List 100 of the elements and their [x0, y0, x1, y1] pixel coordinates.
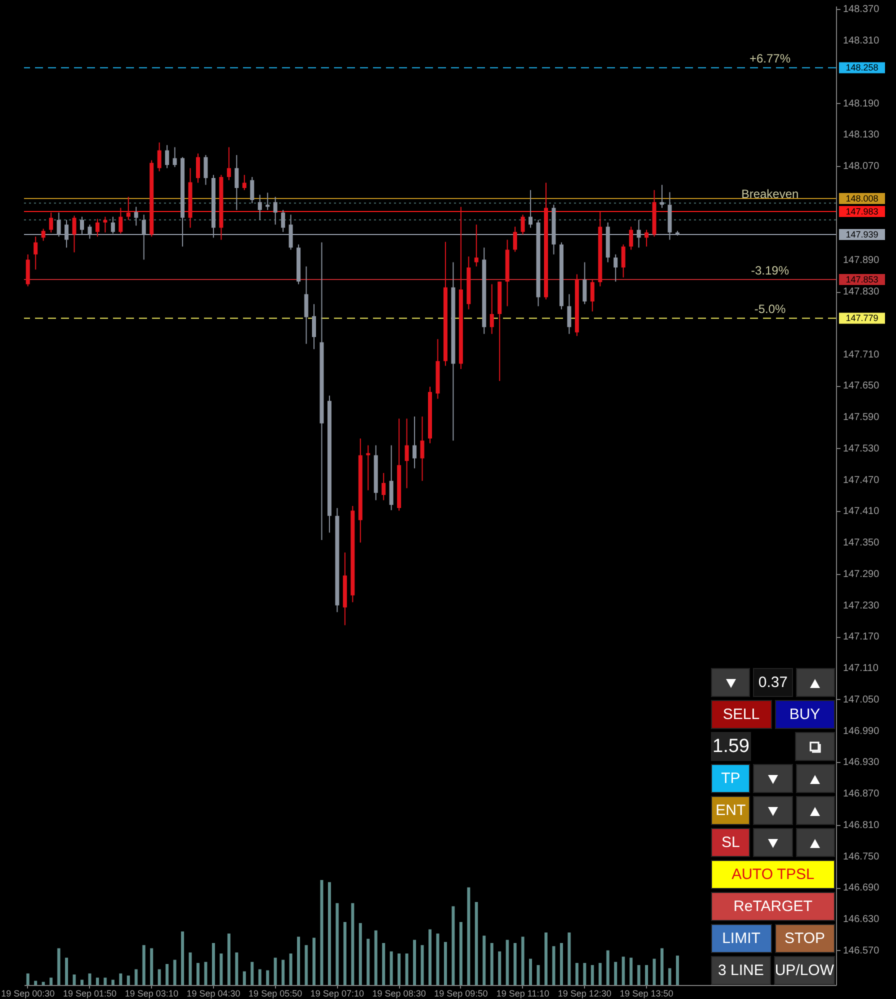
- y-tick-label: 147.650: [843, 380, 880, 392]
- bar: [304, 945, 308, 985]
- bar: [166, 964, 169, 985]
- y-tick-label: 146.690: [843, 882, 880, 894]
- bar: [452, 906, 455, 985]
- candlestick: [590, 279, 594, 312]
- button: SELL: [711, 700, 772, 729]
- bar: [676, 956, 679, 985]
- candlestick: [142, 214, 146, 260]
- bar: [474, 902, 478, 985]
- bar: [459, 922, 462, 985]
- bar: [188, 952, 192, 985]
- y-tick-label: 146.570: [843, 945, 880, 956]
- x-tick-label: 19 Sep 09:50: [434, 988, 488, 998]
- bar: [544, 932, 548, 985]
- button: 0.37: [753, 668, 793, 697]
- candlestick: [660, 184, 664, 208]
- bar: [242, 971, 246, 985]
- y-tick-label: 146.990: [843, 726, 880, 737]
- bar: [467, 887, 470, 985]
- candlestick: [226, 146, 231, 181]
- bar: [536, 965, 540, 985]
- bar: [158, 969, 161, 985]
- candlestick: [80, 216, 84, 236]
- bar: [575, 962, 578, 985]
- ref-line-label: 147.853: [846, 274, 878, 285]
- candlestick: [304, 266, 308, 344]
- candlestick: [382, 472, 386, 501]
- x-tick-label: 19 Sep 07:10: [310, 988, 364, 998]
- candlestick: [157, 142, 162, 172]
- bar: [490, 943, 494, 985]
- bar: [289, 954, 292, 985]
- ref-line-label: 147.779: [846, 313, 878, 324]
- candlestick: [172, 146, 177, 168]
- bar: [420, 945, 424, 985]
- candlestick: [49, 212, 54, 233]
- candlestick: [204, 154, 208, 186]
- y-tick-label: 147.710: [843, 349, 880, 360]
- candlestick: [567, 294, 572, 334]
- bar: [637, 965, 640, 985]
- candlestick: [636, 219, 641, 248]
- candlestick: [41, 228, 46, 242]
- candlestick: [64, 219, 69, 248]
- candlestick: [258, 194, 262, 220]
- button: 3 LINE: [711, 956, 771, 985]
- button: LIMIT: [711, 924, 772, 953]
- candlestick: [88, 224, 92, 240]
- bar: [390, 951, 393, 985]
- bar: [72, 974, 76, 985]
- bar: [250, 962, 254, 985]
- bar: [312, 938, 316, 985]
- bar: [126, 976, 130, 985]
- bar: [506, 940, 509, 985]
- bar: [142, 945, 146, 985]
- y-tick-label: 148.070: [843, 161, 880, 172]
- annotation: Breakeven: [741, 187, 799, 202]
- candlestick: [126, 196, 130, 220]
- ref-line-label: 147.983: [846, 206, 878, 217]
- x-tick-label: 19 Sep 04:30: [186, 988, 240, 998]
- candlestick: [474, 224, 478, 267]
- bar: [398, 954, 401, 985]
- candlestick: [288, 214, 293, 250]
- candlestick: [513, 226, 518, 252]
- button: AUTO TPSL: [711, 860, 835, 889]
- annotation: -3.19%: [750, 264, 790, 278]
- bar: [514, 943, 517, 985]
- bar: [668, 968, 672, 985]
- annotation: +6.77%: [749, 52, 791, 66]
- y-tick-label: 148.130: [843, 130, 880, 141]
- bar: [482, 936, 486, 985]
- bar: [444, 942, 447, 985]
- x-tick-label: 19 Sep 05:50: [248, 988, 302, 998]
- candlestick: [273, 196, 278, 226]
- candlestick: [95, 218, 100, 238]
- bar: [552, 946, 556, 985]
- candlestick: [404, 418, 409, 489]
- x-tick-label: 19 Sep 12:30: [558, 988, 612, 998]
- bar: [405, 954, 408, 985]
- button: SL: [711, 828, 750, 857]
- annotation: -5.0%: [754, 302, 786, 316]
- x-tick-label: 19 Sep 13:50: [620, 988, 674, 998]
- bar: [235, 952, 238, 985]
- y-tick-label: 147.170: [843, 632, 880, 643]
- candlestick: [614, 254, 618, 282]
- bar: [119, 973, 122, 985]
- bar: [227, 934, 230, 985]
- candlestick: [281, 209, 286, 232]
- bar: [26, 973, 30, 985]
- bar: [104, 978, 107, 985]
- bar: [606, 950, 610, 985]
- candlestick: [250, 176, 254, 204]
- bar: [196, 962, 200, 985]
- ref-line-label: 148.258: [846, 62, 878, 73]
- candlestick: [56, 212, 61, 238]
- bar: [366, 938, 370, 985]
- candlestick: [196, 152, 200, 184]
- bar: [282, 960, 285, 985]
- candlestick: [312, 304, 316, 350]
- ref-line-label: 147.939: [846, 230, 878, 240]
- bar: [274, 958, 277, 985]
